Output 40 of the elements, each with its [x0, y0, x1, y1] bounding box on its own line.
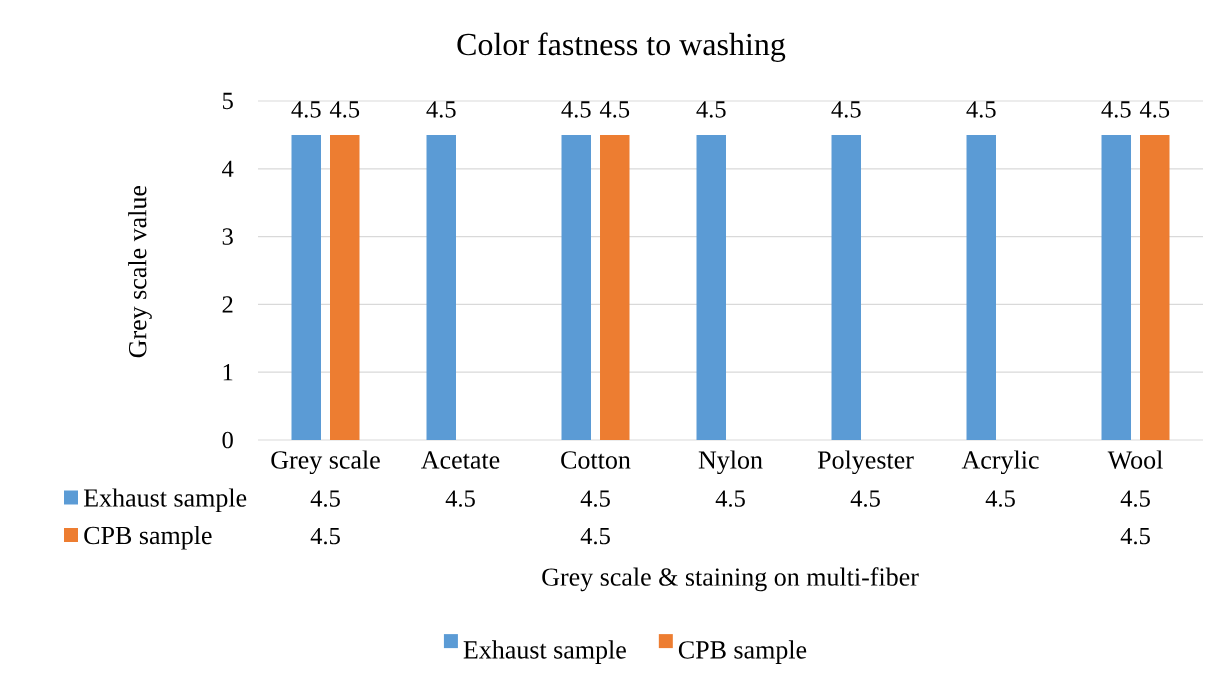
data-label: 4.5: [985, 490, 1015, 507]
legend-label: CPB sample: [84, 525, 212, 550]
data-label: 4.5: [1120, 527, 1150, 545]
x-tick-label: Acetate: [421, 451, 500, 469]
annotation: 4.5: [426, 101, 456, 118]
x-tick-label: Nylon: [698, 450, 763, 475]
y-tick-label: 2: [222, 296, 233, 313]
annotation: 4.5: [1101, 101, 1131, 118]
annotation: 4.5: [696, 101, 726, 118]
y-tick-label: 4: [222, 160, 234, 177]
annotation: 4.5: [599, 101, 630, 118]
y-tick-label: 0: [222, 431, 233, 449]
annotation: 4.5: [329, 101, 360, 118]
data-label: 4.5: [310, 527, 340, 545]
y-tick-label: 5: [222, 92, 233, 110]
y-axis-title: Grey scale value: [128, 185, 152, 358]
data-label: 4.5: [580, 490, 610, 507]
data-label: 4.5: [850, 490, 880, 507]
chart-title: Color fastness to washing: [457, 32, 786, 62]
data-label: 4.5: [310, 490, 340, 507]
text: CPB sample: [678, 640, 807, 664]
annotation: 4.5: [1139, 101, 1170, 118]
annotation: 4.5: [831, 101, 861, 118]
y-tick-label: 1: [223, 364, 233, 381]
x-axis-title: Grey scale & staining on multi-fiber: [542, 567, 919, 592]
x-tick-label: Wool: [1107, 450, 1163, 469]
data-label: 4.5: [445, 490, 475, 507]
data-label: 4.5: [580, 527, 610, 545]
annotation: 4.5: [291, 101, 321, 118]
x-tick-label: Cotton: [561, 451, 631, 469]
text: Exhaust sample: [463, 640, 626, 664]
x-tick-label: Acrylic: [961, 450, 1039, 475]
data-label: 4.5: [1120, 490, 1150, 507]
annotation: 4.5: [561, 101, 591, 118]
data-label: 4.5: [715, 490, 745, 507]
x-tick-label: Grey scale: [271, 450, 380, 475]
y-tick-label: 3: [222, 228, 233, 245]
annotation: 4.5: [966, 101, 996, 118]
legend-label: Exhaust sample: [83, 488, 247, 513]
x-tick-label: Polyester: [817, 450, 914, 475]
